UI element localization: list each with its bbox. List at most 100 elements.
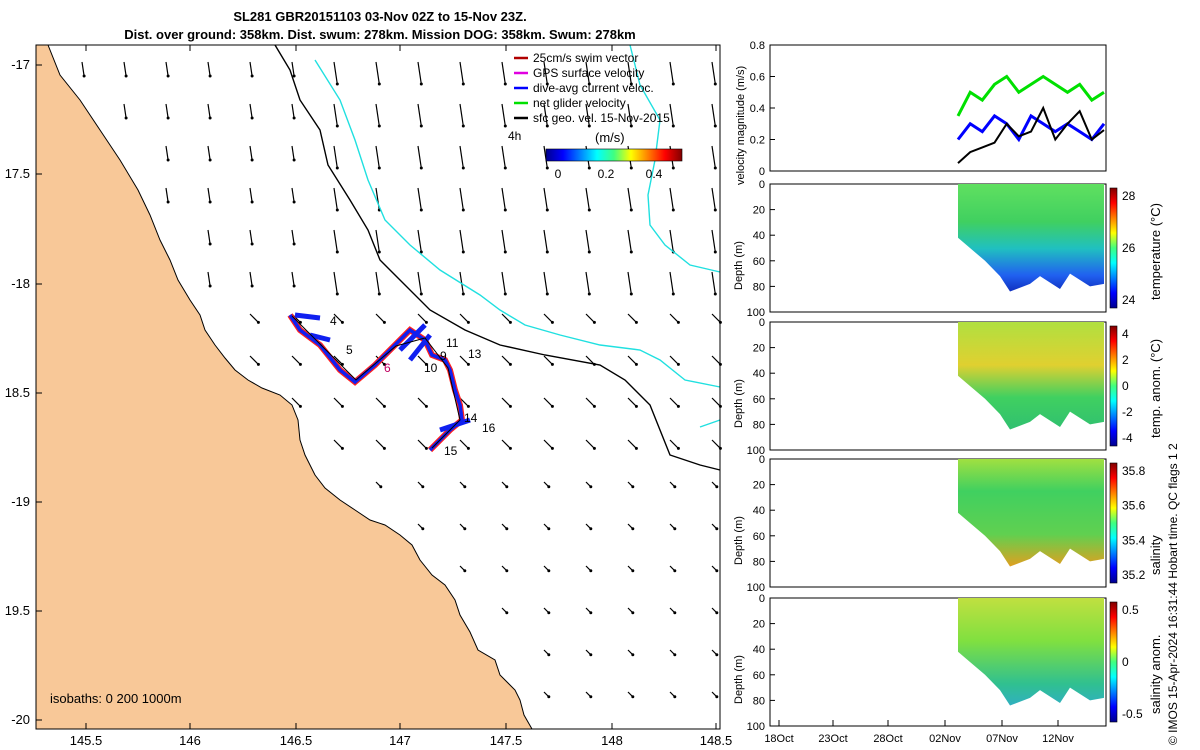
velocity-arrow [669,355,679,365]
glider-track [287,312,471,453]
velocity-arrow [711,271,716,295]
velocity-arrow-head [463,485,467,489]
time-tick-label: 28Oct [873,733,902,745]
velocity-arrow-head [713,208,717,212]
velocity-arrow [417,103,422,127]
map-colorbar [545,148,683,162]
waypoint-label: 4 [330,314,337,328]
velocity-arrow [249,145,253,161]
velocity-arrow-head [715,485,719,489]
velocity-arrow-head [671,166,675,170]
velocity-series-line [956,113,1106,143]
velocity-arrow [543,355,553,365]
velocity-arrow-head [466,320,470,324]
depth-tick: 80 [753,419,765,431]
colorbar-tick: 35.8 [1122,464,1146,478]
map-x-tick-label: 147.5 [490,733,523,748]
velocity-arrow-head [503,124,507,128]
velocity-arrow-head [673,611,677,615]
velocity-arrow [333,313,343,323]
velocity-arrow [123,103,127,119]
velocity-arrow [459,103,464,127]
colorbar-label: temp. anom. (°C) [1148,339,1163,438]
velocity-arrow [711,187,716,211]
velocity-arrow [501,187,506,211]
velocity-arrow [585,229,590,253]
velocity-arrow-head [676,362,680,366]
velocity-arrow-head [256,362,260,366]
profile-ylabel: Depth (m) [733,379,745,428]
velocity-arrow-head [629,208,633,212]
map-colorbar-tick: 0.4 [646,167,663,181]
depth-tick: 100 [747,307,765,319]
colorbar-unit-label: (m/s) [595,130,625,145]
velocity-arrow-head [634,446,638,450]
velocity-arrow [459,355,469,365]
velocity-arrow-head [466,446,470,450]
colorbar-tick: 0.5 [1122,603,1139,617]
velocity-arrow-head [634,404,638,408]
velocity-arrow-head [503,250,507,254]
velocity-arrow-head [589,653,593,657]
velocity-arrow-head [461,82,465,86]
velocity-arrow [375,397,385,407]
velocity-arrow [585,271,590,295]
velocity-arrow [291,271,295,287]
velocity-arrow-head [382,446,386,450]
velocity-arrow [501,439,511,449]
velocity-arrow-head [634,320,638,324]
velocity-arrow [711,439,721,449]
depth-tick: 0 [759,317,765,329]
colorbar-tick: 0 [1122,655,1129,669]
velocity-arrow [669,439,679,449]
colorbar-tick: 0 [1122,379,1129,393]
time-tick-label: 02Nov [929,733,961,745]
velocity-arrow-head [82,74,86,78]
velocity-arrow [333,271,338,295]
velocity-arrow-head [292,74,296,78]
velocity-arrow-head [379,485,383,489]
colorbar-tick: 4 [1122,327,1129,341]
depth-tick: 0 [759,179,765,191]
velocity-arrow [459,397,469,407]
velocity-arrow [207,229,211,245]
velocity-arrow-head [503,208,507,212]
velocity-arrow-head [377,166,381,170]
profile-ylabel: Depth (m) [733,241,745,290]
velocity-arrow [543,103,548,127]
velocity-arrow [333,103,338,127]
depth-tick: 100 [747,582,765,594]
velocity-arrow-head [589,695,593,699]
colorbar-label: salinity anom. [1148,635,1163,714]
velocity-arrow-head [508,362,512,366]
velocity-arrow-head [587,82,591,86]
velocity-arrow [711,313,721,323]
velocity-arrow [585,187,590,211]
velocity-arrow-head [629,166,633,170]
depth-tick: 20 [753,205,765,217]
velocity-arrow-head [292,284,296,288]
velocity-arrow-head [503,82,507,86]
velocity-arrow [249,229,253,245]
velocity-arrow-head [715,695,719,699]
velocity-arrow-head [340,404,344,408]
velocity-y-tick: 0.6 [750,72,765,84]
velocity-arrow-head [424,362,428,366]
depth-tick: 80 [753,556,765,568]
velocity-arrow-head [671,82,675,86]
depth-tick: 60 [753,670,765,682]
velocity-arrow-head [505,527,509,531]
velocity-arrow [585,103,590,127]
velocity-arrow-head [587,250,591,254]
map-y-tick-label: 17.5 [5,166,30,181]
velocity-arrow-head [671,208,675,212]
profile-data-field [958,459,1104,567]
velocity-arrow [291,103,295,119]
profile-data-field [958,598,1104,706]
velocity-arrow-head [547,695,551,699]
velocity-arrow [543,439,553,449]
velocity-arrow-head [547,569,551,573]
velocity-arrow [417,145,422,169]
